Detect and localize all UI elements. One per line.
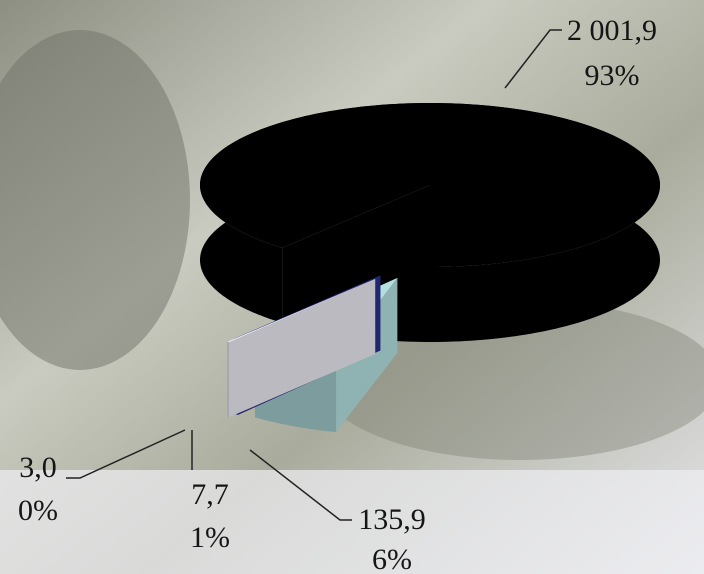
- leader-line: [504, 29, 562, 89]
- percent-label: 6%: [372, 543, 412, 574]
- value-label: 7,7: [191, 478, 229, 511]
- value-label: 3,0: [19, 451, 57, 484]
- slice-face: [227, 278, 376, 417]
- leader-line: [249, 449, 352, 521]
- slice-face: [282, 185, 430, 323]
- background-shape: [0, 470, 704, 574]
- leader-line: [66, 429, 186, 479]
- slice-top: [200, 103, 660, 267]
- background-shape: [0, 30, 190, 370]
- percent-label: 1%: [190, 521, 230, 554]
- value-label: 2 001,9: [567, 14, 657, 47]
- slice-side: [227, 341, 229, 418]
- percent-label: 0%: [18, 494, 58, 527]
- pie: [200, 103, 660, 433]
- slice-top: [227, 278, 376, 343]
- value-label: 135,9: [358, 503, 426, 536]
- percent-label: 93%: [585, 59, 640, 92]
